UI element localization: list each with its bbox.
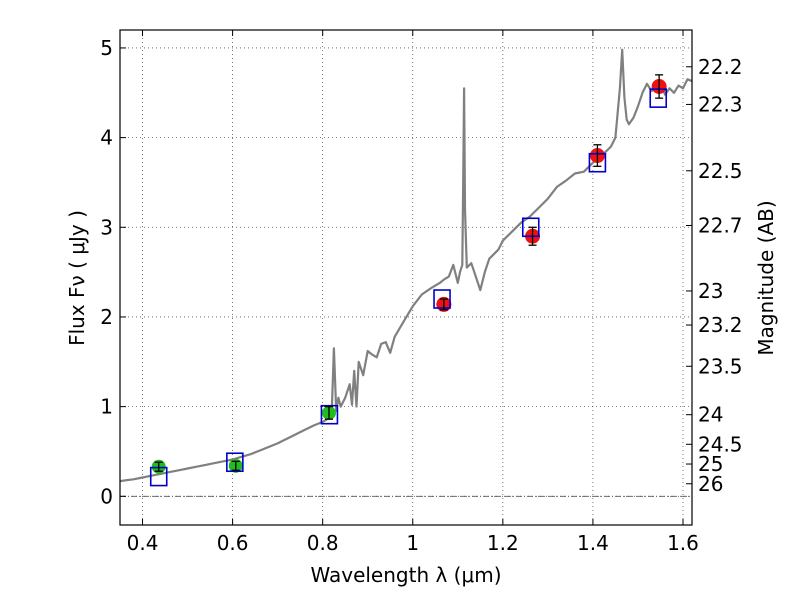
magnitude-tick-label: 22.5 bbox=[698, 159, 743, 183]
magnitude-tick-label: 23 bbox=[698, 279, 723, 303]
plot-data bbox=[120, 48, 692, 487]
x-tick-label: 1.4 bbox=[577, 531, 609, 555]
x-tick-label: 1 bbox=[406, 531, 419, 555]
x-tick-label: 0.8 bbox=[307, 531, 339, 555]
y2-axis-label: Magnitude (AB) bbox=[754, 200, 778, 355]
magnitude-tick-label: 22.2 bbox=[698, 55, 743, 79]
x-tick-label: 1.2 bbox=[487, 531, 519, 555]
magnitude-tick-label: 22.7 bbox=[698, 213, 743, 237]
y-tick-label: 0 bbox=[100, 484, 113, 508]
magnitude-tick-label: 26 bbox=[698, 472, 723, 496]
x-tick-label: 1.6 bbox=[667, 531, 699, 555]
x-tick-label: 0.6 bbox=[217, 531, 249, 555]
y-axis-label: Flux Fν ( μJy ) bbox=[65, 210, 89, 346]
y-tick-label: 2 bbox=[100, 305, 113, 329]
grid bbox=[120, 30, 692, 525]
magnitude-tick-label: 23.2 bbox=[698, 313, 743, 337]
model-box bbox=[226, 452, 244, 473]
x-tick-label: 0.4 bbox=[127, 531, 159, 555]
magnitude-tick-label: 24 bbox=[698, 403, 723, 427]
magnitude-tick-label: 22.3 bbox=[698, 92, 743, 116]
magnitude-tick-label: 23.5 bbox=[698, 354, 743, 378]
y-tick-label: 5 bbox=[100, 36, 113, 60]
magnitude-tick-label: 24.5 bbox=[698, 432, 743, 456]
y-tick-label: 4 bbox=[100, 126, 113, 150]
model-box bbox=[320, 404, 339, 425]
x-axis-label: Wavelength λ (μm) bbox=[310, 563, 501, 587]
axes-ticks: 0.4 0.6 0.8 1 1.2 1.4 1.601234522.222.322.522.… bbox=[100, 30, 743, 555]
model-box bbox=[521, 217, 540, 238]
y-tick-label: 1 bbox=[100, 395, 113, 419]
spectrum-line bbox=[120, 48, 692, 483]
model-box bbox=[649, 88, 668, 108]
plot-frame bbox=[119, 29, 693, 526]
model-box bbox=[433, 289, 451, 309]
y-tick-label: 3 bbox=[100, 215, 113, 239]
magnitude-tick-label: 25 bbox=[698, 452, 723, 476]
